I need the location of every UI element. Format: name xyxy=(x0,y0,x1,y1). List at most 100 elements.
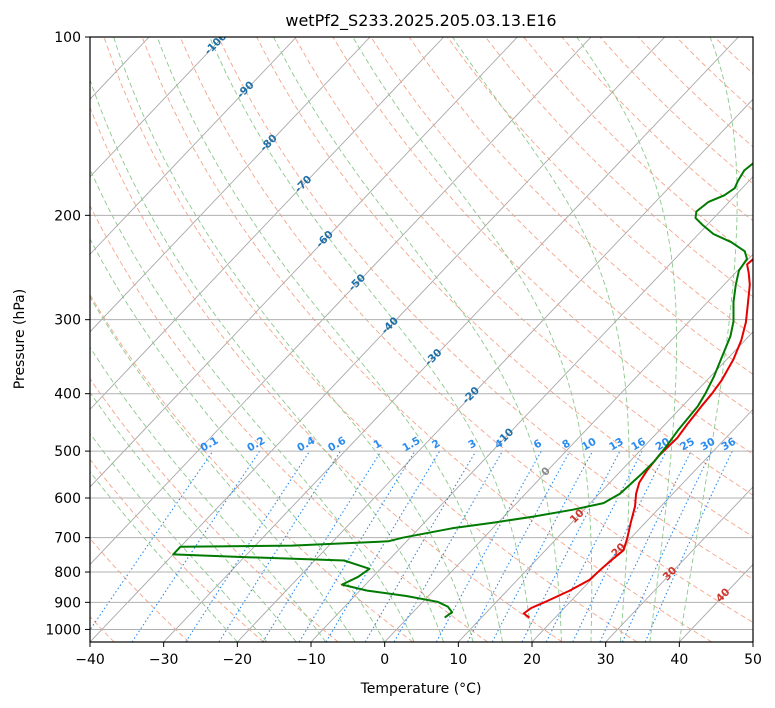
x-tick-label: 30 xyxy=(597,652,615,668)
y-tick-label: 700 xyxy=(54,531,81,547)
mixing-ratio-line xyxy=(393,450,503,642)
isotherm-line xyxy=(237,98,753,642)
dry-adiabat-line xyxy=(370,37,753,415)
dry-adiabat-line xyxy=(294,37,753,496)
mixing-ratio-line xyxy=(218,450,341,642)
y-axis-title: Pressure (hPa) xyxy=(12,289,28,389)
plot-area: -100-90-80-70-60-50-40-30-20-10010203040… xyxy=(0,30,753,642)
isotherm-line xyxy=(90,37,666,642)
mixing-ratio-line xyxy=(185,450,311,642)
dry-adiabat-line xyxy=(141,37,712,642)
isotherm-line xyxy=(458,331,753,642)
moist-adiabat-line xyxy=(156,37,503,642)
isotherm-line xyxy=(90,37,297,255)
x-axis-title: Temperature (°C) xyxy=(360,681,482,697)
isotherm-line xyxy=(310,176,753,642)
isotherm-line xyxy=(605,486,753,642)
mixing-ratio-line xyxy=(435,450,542,642)
mixing-ratio-line xyxy=(298,450,416,642)
dry-adiabat-line xyxy=(90,377,339,642)
x-tick-label: −20 xyxy=(223,652,253,668)
moist-adiabat-line xyxy=(90,391,297,642)
x-tick-label: 50 xyxy=(744,652,762,668)
mixing-ratio-line xyxy=(572,450,667,642)
mixing-ratio-label: 2 xyxy=(430,437,442,451)
dry-adiabat-line xyxy=(637,37,753,148)
dry-adiabat-line xyxy=(103,37,638,642)
dry-adiabat-line xyxy=(408,37,753,375)
x-tick-label: 20 xyxy=(523,652,541,668)
horizontal-grid xyxy=(90,37,753,630)
moist-adiabat-line xyxy=(113,37,474,642)
moist-adiabat-line xyxy=(352,37,593,642)
dry-adiabat-line xyxy=(561,37,753,222)
isotherm-line xyxy=(531,408,753,642)
mixing-ratio-label: 8 xyxy=(560,437,572,451)
isotherm-line xyxy=(752,641,753,642)
mixing-ratio-line xyxy=(262,450,382,642)
y-tick-label: 400 xyxy=(54,387,81,403)
isotherm-line xyxy=(90,37,371,333)
moist-adiabat-line xyxy=(90,168,415,642)
chart-title: wetPf2_S233.2025.205.03.13.E16 xyxy=(285,11,556,31)
mixing-ratio-line xyxy=(521,450,621,642)
mixing-ratio-line xyxy=(644,450,733,642)
y-tick-label: 100 xyxy=(54,30,81,46)
series-line-0 xyxy=(522,257,753,619)
dry-adiabat-line xyxy=(485,37,753,298)
dry-adiabat-line xyxy=(523,37,753,260)
y-tick-label: 1000 xyxy=(45,622,81,638)
dry-adiabat-line xyxy=(179,37,753,623)
x-tick-label: 0 xyxy=(380,652,389,668)
moist-adiabat-line xyxy=(576,37,678,642)
plot-frame xyxy=(89,36,754,643)
moist-adiabat-line xyxy=(90,346,327,642)
series-group xyxy=(172,162,753,619)
isotherm-line xyxy=(384,253,753,642)
x-tick-label: −30 xyxy=(149,652,179,668)
series-line-1 xyxy=(172,162,753,619)
dry-adiabat-line xyxy=(256,37,753,538)
y-tick-label: 900 xyxy=(54,595,81,611)
moist-adiabat-line xyxy=(90,432,268,642)
isotherm-line xyxy=(90,37,224,178)
x-tick-label: 40 xyxy=(670,652,688,668)
dry-adiabat-line xyxy=(90,458,264,642)
x-tick-label: 10 xyxy=(449,652,467,668)
isotherm-line xyxy=(90,37,445,411)
y-tick-label: 200 xyxy=(54,208,81,224)
dry-adiabat-line xyxy=(90,204,488,642)
isotherm-line xyxy=(0,37,2,642)
x-tick-label: −40 xyxy=(75,652,105,668)
mixing-ratio-label: 3 xyxy=(466,437,478,451)
dry-adiabat-line xyxy=(90,106,563,642)
isotherm-line xyxy=(90,37,592,566)
dry-adiabat-line xyxy=(714,37,753,75)
moist-adiabat-line xyxy=(273,37,562,642)
y-tick-label: 600 xyxy=(54,491,81,507)
mixing-ratio-label: 1 xyxy=(371,437,383,451)
moist-adiabat-line xyxy=(90,78,445,642)
moist-adiabat-line xyxy=(90,237,386,642)
background-lines xyxy=(0,37,753,642)
dry-adiabat-line xyxy=(752,37,753,38)
moist-adiabat-line xyxy=(452,37,630,642)
mixing-ratio-line xyxy=(467,450,571,642)
mixing-ratio-line xyxy=(364,450,477,642)
moist-adiabat-line xyxy=(209,37,533,642)
moist-adiabat-line xyxy=(678,37,738,642)
y-tick-label: 800 xyxy=(54,565,81,581)
isotherm-label: -100 xyxy=(202,30,229,57)
mixing-ratio-line xyxy=(131,450,261,642)
x-axis-ticks: −40 −30 −20 −10 0 10 20 30 40 50 xyxy=(75,642,762,668)
moist-adiabat-line xyxy=(90,470,238,642)
x-tick-label: −10 xyxy=(296,652,326,668)
isotherm-line xyxy=(163,37,739,642)
y-tick-label: 300 xyxy=(54,313,81,329)
moist-adiabat-line xyxy=(90,296,356,642)
y-tick-label: 500 xyxy=(54,444,81,460)
y-axis-ticks: 100 200 300 400 500 600 700 800 900 1000 xyxy=(45,30,90,638)
isotherm-line xyxy=(90,37,518,488)
